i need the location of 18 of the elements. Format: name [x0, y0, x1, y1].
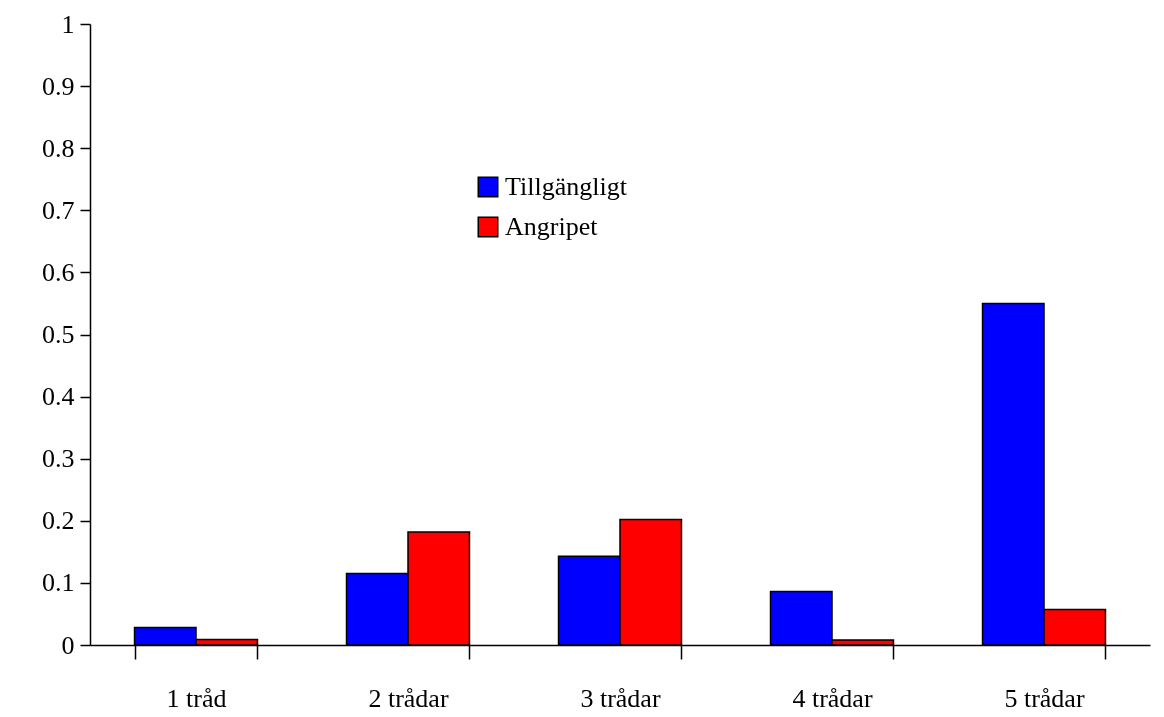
- y-tick-label: 0: [61, 630, 75, 660]
- y-tick-label: 0.9: [42, 71, 75, 101]
- y-tick-label: 0.4: [42, 382, 75, 412]
- y-tick-label: 0.7: [42, 195, 75, 225]
- x-tick-label: 5 trådar: [1004, 683, 1085, 713]
- y-tick-label: 0.8: [42, 133, 75, 163]
- y-tick-label: 0.5: [42, 320, 75, 349]
- legend-label: Angripet: [505, 212, 599, 241]
- y-tick-label: 0.2: [42, 506, 75, 536]
- x-tick-label: 4 trådar: [792, 683, 873, 713]
- x-tick-label: 1 tråd: [166, 683, 227, 713]
- legend-label: Tillgängligt: [505, 172, 628, 201]
- y-tick-label: 0.6: [42, 257, 75, 287]
- y-tick-label: 1: [61, 9, 75, 39]
- y-tick-label: 0.3: [42, 444, 75, 474]
- x-tick-label: 2 trådar: [368, 683, 449, 713]
- y-tick-label: 0.1: [42, 568, 75, 598]
- x-tick-label: 3 trådar: [580, 683, 661, 713]
